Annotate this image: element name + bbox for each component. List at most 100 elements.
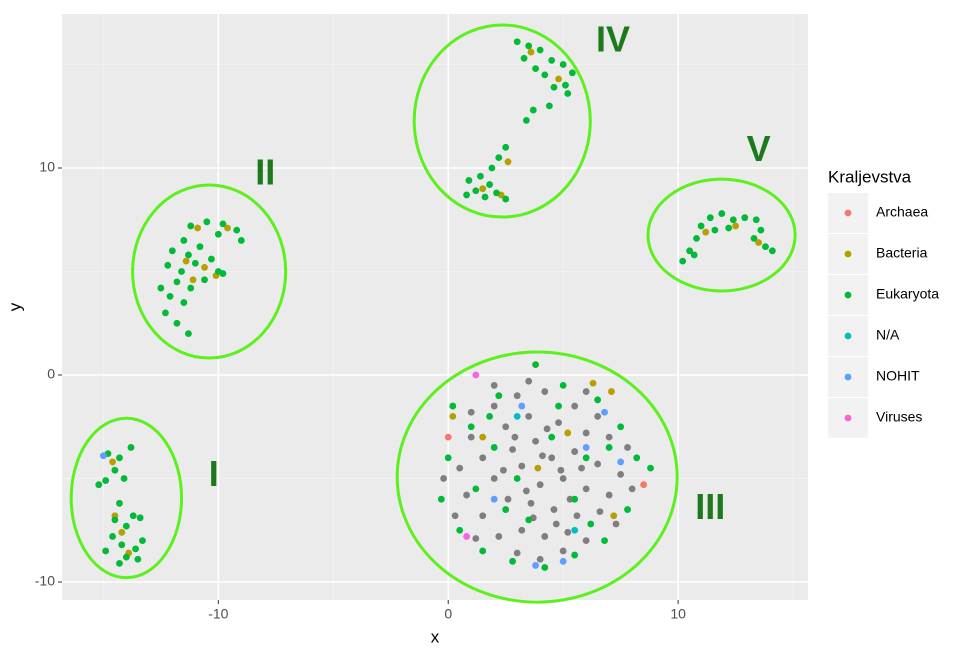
point (465, 177, 473, 184)
point (109, 458, 116, 466)
point (95, 481, 103, 489)
point (693, 234, 700, 242)
point (582, 454, 590, 462)
point (545, 102, 553, 110)
point (559, 475, 567, 482)
point (481, 193, 489, 201)
point (122, 522, 130, 530)
point (467, 433, 475, 441)
point (495, 154, 503, 162)
point (139, 537, 146, 544)
point (562, 81, 569, 89)
point (136, 514, 144, 522)
point (203, 218, 211, 226)
legend-label: Bacteria (876, 245, 928, 261)
point (594, 412, 602, 420)
point (548, 56, 556, 64)
point (564, 528, 572, 536)
point (536, 481, 544, 489)
point (490, 495, 498, 503)
point (541, 564, 549, 571)
legend-label: Viruses (876, 409, 922, 425)
point (536, 46, 544, 54)
point (477, 172, 484, 180)
point (132, 545, 139, 553)
point (617, 470, 625, 478)
point (573, 512, 581, 520)
point (219, 270, 227, 277)
point (697, 222, 705, 230)
point (120, 475, 128, 482)
point (555, 75, 562, 83)
point (539, 452, 546, 460)
point (601, 408, 608, 416)
point (543, 425, 551, 433)
point (536, 555, 544, 563)
point (118, 541, 126, 549)
point (111, 466, 119, 474)
region-label: IV (596, 18, 630, 59)
point (768, 247, 776, 255)
point (582, 444, 590, 451)
point (686, 247, 694, 255)
point (493, 189, 500, 197)
point (762, 243, 769, 251)
point (550, 506, 558, 513)
point (594, 460, 602, 468)
point (718, 210, 726, 217)
point (490, 444, 498, 451)
point (628, 485, 636, 493)
point (451, 512, 459, 520)
region-label: I (209, 453, 219, 494)
point (224, 224, 231, 232)
point (520, 54, 528, 62)
point (525, 42, 533, 50)
point (640, 481, 648, 489)
point (589, 379, 597, 387)
plot-panel (62, 14, 808, 600)
point (490, 402, 498, 410)
point (518, 402, 526, 410)
point (541, 388, 549, 395)
y-tick-label: -10 (35, 573, 55, 589)
point (612, 520, 620, 528)
point (495, 392, 503, 400)
x-axis-title: x (431, 627, 440, 646)
point (173, 319, 181, 327)
point (601, 537, 608, 544)
point (587, 520, 595, 528)
point (214, 230, 222, 238)
point (555, 419, 562, 427)
point (440, 475, 448, 482)
point (518, 462, 526, 470)
point (729, 216, 737, 224)
point (596, 508, 604, 516)
legend-marker (844, 332, 852, 340)
point (185, 251, 192, 259)
point (187, 222, 195, 230)
point (178, 268, 185, 275)
point (605, 444, 613, 451)
point (157, 284, 165, 292)
point (525, 516, 533, 524)
point (559, 381, 567, 389)
legend-marker (844, 250, 852, 258)
point (502, 423, 510, 431)
point (571, 495, 579, 503)
point (559, 547, 567, 555)
point (488, 164, 496, 172)
point (111, 516, 119, 524)
legend-marker (844, 373, 852, 381)
legend-label: Eukaryota (876, 286, 939, 302)
point (99, 452, 107, 460)
point (490, 381, 498, 389)
point (532, 562, 539, 569)
point (502, 143, 510, 151)
point (532, 361, 539, 369)
region-ellipse (395, 350, 679, 604)
point (559, 557, 567, 565)
point (633, 454, 641, 462)
point (513, 38, 521, 46)
point (479, 512, 487, 520)
point (527, 499, 535, 507)
